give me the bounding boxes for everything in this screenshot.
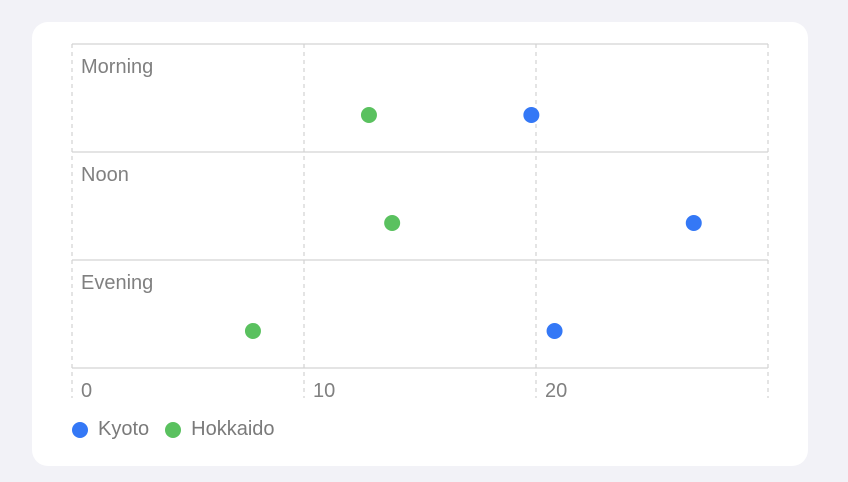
- category-label-morning: Morning: [81, 56, 153, 78]
- chart-grid: [71, 43, 769, 398]
- legend-item-hokkaido: Hokkaido: [165, 418, 275, 441]
- point-hokkaido-morning: [360, 107, 377, 123]
- category-label-noon: Noon: [81, 164, 129, 186]
- category-labels: Morning Noon Evening: [81, 56, 153, 294]
- legend-item-kyoto: Kyoto: [72, 418, 149, 441]
- point-kyoto-morning: [523, 107, 540, 123]
- x-tick-label: 20: [545, 380, 567, 402]
- legend-dot-hokkaido: [165, 421, 182, 438]
- point-kyoto-noon: [685, 215, 702, 231]
- data-points: [244, 107, 702, 339]
- chart-card: [32, 22, 808, 466]
- category-label-evening: Evening: [81, 272, 153, 294]
- point-hokkaido-evening: [244, 323, 261, 339]
- legend-label-hokkaido: Hokkaido: [191, 418, 275, 440]
- point-hokkaido-noon: [384, 215, 401, 231]
- x-tick-label: 0: [81, 380, 92, 402]
- point-kyoto-evening: [546, 323, 563, 339]
- legend-dot-kyoto: [72, 421, 88, 438]
- x-axis-ticks: 0 10 20: [81, 380, 567, 402]
- x-tick-label: 10: [313, 380, 335, 402]
- legend: Kyoto Hokkaido: [72, 418, 291, 441]
- legend-label-kyoto: Kyoto: [98, 418, 150, 440]
